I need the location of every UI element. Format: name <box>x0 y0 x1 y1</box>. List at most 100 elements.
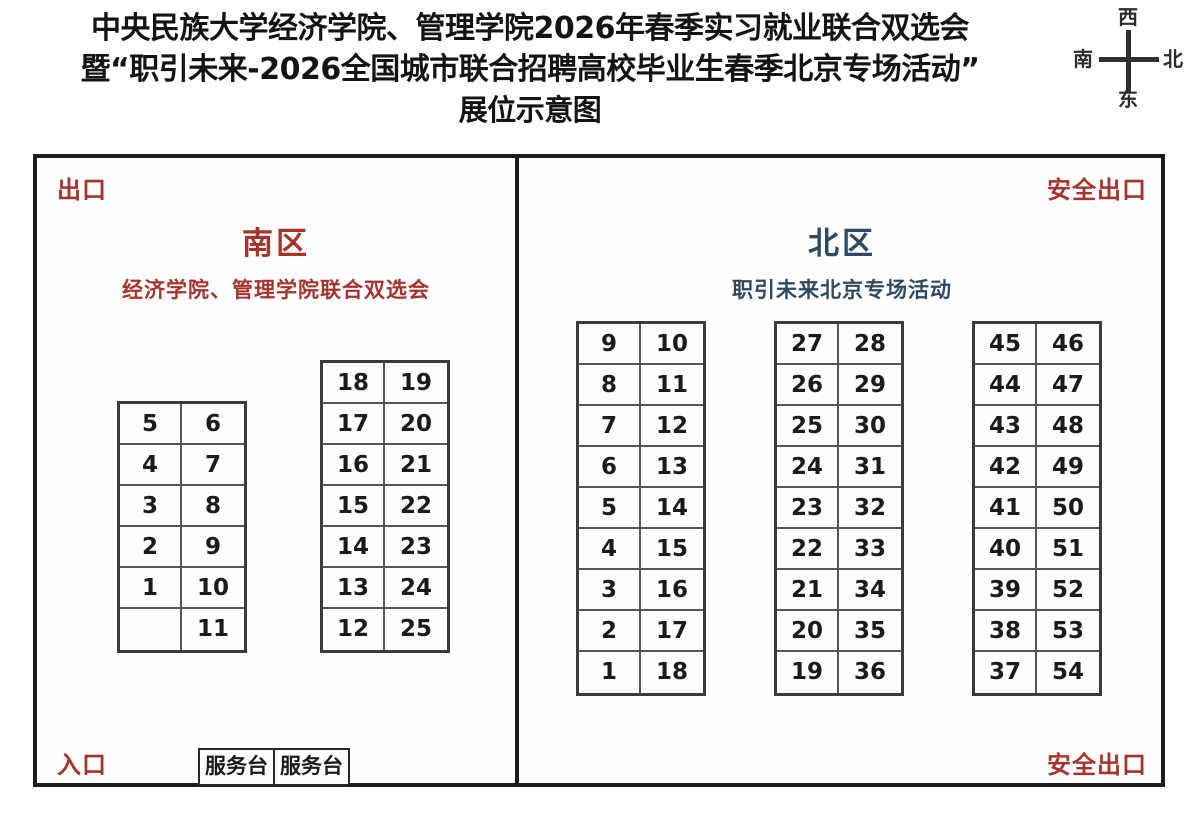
booth-cell-23[interactable]: 23 <box>777 488 839 529</box>
booth-row: 17 20 <box>323 404 447 445</box>
booth-cell-52[interactable]: 52 <box>1037 570 1099 611</box>
booth-row: 45 46 <box>975 324 1099 365</box>
booth-cell-1[interactable]: 1 <box>579 652 641 693</box>
booth-cell-11[interactable]: 11 <box>641 365 703 406</box>
booth-cell-44[interactable]: 44 <box>975 365 1037 406</box>
booth-cell-3[interactable]: 3 <box>579 570 641 611</box>
booth-cell-24[interactable]: 24 <box>385 568 447 609</box>
booth-cell-38[interactable]: 38 <box>975 611 1037 652</box>
booth-cell-50[interactable]: 50 <box>1037 488 1099 529</box>
booth-row: 4 15 <box>579 529 703 570</box>
booth-cell-22[interactable]: 22 <box>385 486 447 527</box>
booth-cell-13[interactable]: 13 <box>323 568 385 609</box>
exit-marker-south: 出口 <box>57 176 107 204</box>
booth-cell-15[interactable]: 15 <box>641 529 703 570</box>
booth-cell-25[interactable]: 25 <box>777 406 839 447</box>
booth-cell-41[interactable]: 41 <box>975 488 1037 529</box>
booth-cell-2[interactable]: 2 <box>120 527 182 568</box>
booth-row: 1 10 <box>120 568 244 609</box>
booth-cell-22[interactable]: 22 <box>777 529 839 570</box>
booth-cell-12[interactable]: 12 <box>641 406 703 447</box>
service-desk-1[interactable]: 服务台 <box>200 750 275 784</box>
booth-cell-36[interactable]: 36 <box>839 652 901 693</box>
compass-label-east: 东 <box>1118 87 1138 111</box>
booth-row: 21 34 <box>777 570 901 611</box>
booth-cell-4[interactable]: 4 <box>120 445 182 486</box>
booth-row: 24 31 <box>777 447 901 488</box>
booth-cell-15[interactable]: 15 <box>323 486 385 527</box>
booth-cell-19[interactable]: 19 <box>385 363 447 404</box>
booth-cell-6[interactable]: 6 <box>182 404 244 445</box>
booth-cell-empty <box>120 609 182 650</box>
booth-cell-10[interactable]: 10 <box>182 568 244 609</box>
booth-cell-7[interactable]: 7 <box>579 406 641 447</box>
booth-cell-32[interactable]: 32 <box>839 488 901 529</box>
booth-cell-16[interactable]: 16 <box>641 570 703 611</box>
booth-cell-18[interactable]: 18 <box>641 652 703 693</box>
booth-cell-39[interactable]: 39 <box>975 570 1037 611</box>
booth-cell-21[interactable]: 21 <box>385 445 447 486</box>
booth-cell-18[interactable]: 18 <box>323 363 385 404</box>
booth-cell-17[interactable]: 17 <box>641 611 703 652</box>
booth-cell-48[interactable]: 48 <box>1037 406 1099 447</box>
booth-cell-16[interactable]: 16 <box>323 445 385 486</box>
booth-cell-12[interactable]: 12 <box>323 609 385 650</box>
booth-cell-5[interactable]: 5 <box>120 404 182 445</box>
booth-cell-24[interactable]: 24 <box>777 447 839 488</box>
north-zone-subtitle: 职引未来北京专场活动 <box>732 278 952 302</box>
booth-cell-30[interactable]: 30 <box>839 406 901 447</box>
booth-cell-51[interactable]: 51 <box>1037 529 1099 570</box>
booth-cell-19[interactable]: 19 <box>777 652 839 693</box>
booth-cell-20[interactable]: 20 <box>777 611 839 652</box>
booth-row: 3 16 <box>579 570 703 611</box>
booth-cell-11[interactable]: 11 <box>182 609 244 650</box>
booth-cell-31[interactable]: 31 <box>839 447 901 488</box>
booth-cell-14[interactable]: 14 <box>641 488 703 529</box>
booth-cell-9[interactable]: 9 <box>579 324 641 365</box>
booth-cell-21[interactable]: 21 <box>777 570 839 611</box>
compass-horizontal-axis <box>1099 57 1159 62</box>
compass-label-south: 南 <box>1073 47 1093 71</box>
booth-cell-25[interactable]: 25 <box>385 609 447 650</box>
entrance-marker: 入口 <box>57 751 107 779</box>
booth-cell-40[interactable]: 40 <box>975 529 1037 570</box>
booth-cell-4[interactable]: 4 <box>579 529 641 570</box>
booth-cell-20[interactable]: 20 <box>385 404 447 445</box>
booth-cell-7[interactable]: 7 <box>182 445 244 486</box>
booth-cell-8[interactable]: 8 <box>182 486 244 527</box>
booth-cell-46[interactable]: 46 <box>1037 324 1099 365</box>
booth-cell-5[interactable]: 5 <box>579 488 641 529</box>
booth-cell-8[interactable]: 8 <box>579 365 641 406</box>
booth-cell-14[interactable]: 14 <box>323 527 385 568</box>
booth-cell-33[interactable]: 33 <box>839 529 901 570</box>
booth-cell-23[interactable]: 23 <box>385 527 447 568</box>
booth-cell-2[interactable]: 2 <box>579 611 641 652</box>
booth-row: 13 24 <box>323 568 447 609</box>
service-desk-2[interactable]: 服务台 <box>280 754 343 778</box>
booth-cell-1[interactable]: 1 <box>120 568 182 609</box>
title-line-2: 暨“职引未来-2026全国城市联合招聘高校毕业生春季北京专场活动” <box>80 52 980 87</box>
booth-cell-26[interactable]: 26 <box>777 365 839 406</box>
booth-cell-49[interactable]: 49 <box>1037 447 1099 488</box>
booth-cell-29[interactable]: 29 <box>839 365 901 406</box>
booth-cell-34[interactable]: 34 <box>839 570 901 611</box>
booth-cell-47[interactable]: 47 <box>1037 365 1099 406</box>
booth-cell-10[interactable]: 10 <box>641 324 703 365</box>
booth-cell-45[interactable]: 45 <box>975 324 1037 365</box>
booth-cell-42[interactable]: 42 <box>975 447 1037 488</box>
booth-row: 42 49 <box>975 447 1099 488</box>
booth-cell-37[interactable]: 37 <box>975 652 1037 693</box>
booth-cell-28[interactable]: 28 <box>839 324 901 365</box>
booth-cell-17[interactable]: 17 <box>323 404 385 445</box>
booth-row: 43 48 <box>975 406 1099 447</box>
booth-cell-27[interactable]: 27 <box>777 324 839 365</box>
booth-cell-43[interactable]: 43 <box>975 406 1037 447</box>
booth-cell-9[interactable]: 9 <box>182 527 244 568</box>
booth-cell-3[interactable]: 3 <box>120 486 182 527</box>
booth-cell-53[interactable]: 53 <box>1037 611 1099 652</box>
booth-cell-35[interactable]: 35 <box>839 611 901 652</box>
booth-cell-54[interactable]: 54 <box>1037 652 1099 693</box>
booth-cell-13[interactable]: 13 <box>641 447 703 488</box>
booth-cell-6[interactable]: 6 <box>579 447 641 488</box>
